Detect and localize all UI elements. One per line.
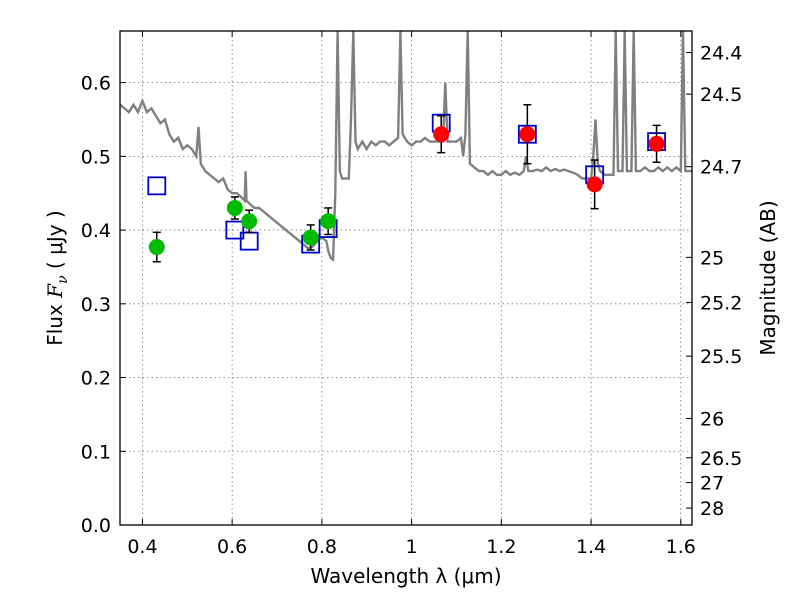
y-tick-label: 0.5 (81, 146, 111, 168)
photometry-point (586, 176, 603, 193)
right-tick-label: 25.5 (700, 346, 742, 368)
photometry-point (648, 135, 665, 152)
photometry-point (433, 126, 450, 143)
y-tick-label: 0.6 (81, 73, 111, 95)
model-spectrum-line (120, 31, 692, 262)
x-tick-label: 0.4 (127, 536, 157, 558)
photometry-point (148, 239, 165, 256)
y-axis-label-close: ) (43, 210, 67, 224)
model-flux-square (225, 220, 245, 240)
right-axis-label: Magnitude (AB) (756, 200, 780, 355)
right-tick-label: 25.2 (700, 292, 742, 314)
y-axis-label: Flux Fν ( μJy ) (43, 210, 71, 346)
plot-frame (119, 30, 693, 526)
right-tick-label: 26.5 (700, 448, 742, 470)
x-tick-label: 0.6 (217, 536, 247, 558)
y-axis-label-prefix: Flux (43, 298, 67, 346)
y-tick-label: 0.3 (81, 294, 111, 316)
y-tick-label: 0.4 (81, 220, 111, 242)
y-tick-label: 0.0 (81, 515, 111, 537)
photometry-point (302, 229, 319, 246)
y-axis-label-unit: μJy (43, 224, 67, 255)
right-tick-label: 24.7 (700, 157, 742, 179)
right-tick-label: 24.4 (700, 43, 742, 65)
right-tick-label: 26 (700, 408, 724, 430)
right-tick-label: 24.5 (700, 84, 742, 106)
photometry-point (226, 199, 243, 216)
photometry-point (241, 213, 258, 230)
y-tick-label: 0.2 (81, 368, 111, 390)
photometry-point (519, 126, 536, 143)
x-tick-label: 0.8 (307, 536, 337, 558)
x-tick-label: 1 (406, 536, 418, 558)
right-tick-label: 28 (700, 498, 724, 520)
y-tick-label: 0.1 (81, 441, 111, 463)
model-flux-square (147, 176, 167, 196)
y-axis-label-open: ( (43, 255, 67, 276)
right-tick-label: 25 (700, 247, 724, 269)
x-tick-label: 1.6 (666, 536, 696, 558)
photometry-point (320, 213, 337, 230)
axis-ticks: 0.4 0.6 0.8 1 1.2 1.4 1.6 0.0 0.1 0.2 0.3 0.4 0.5 0.6… (81, 31, 742, 558)
right-tick-label: 27 (700, 473, 724, 495)
y-axis-label-variable: F (43, 283, 67, 299)
x-axis-label: Wavelength λ (μm) (310, 564, 501, 588)
x-tick-label: 1.4 (576, 536, 606, 558)
y-axis-label-subscript: ν (55, 275, 71, 284)
x-tick-label: 1.2 (486, 536, 516, 558)
plot-area (120, 31, 692, 263)
